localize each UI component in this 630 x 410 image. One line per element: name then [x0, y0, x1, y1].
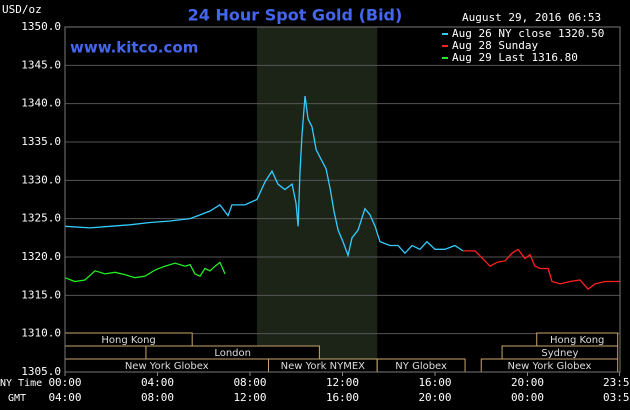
y-tick-label: 1315.0 — [21, 288, 61, 301]
y-tick-label: 1325.0 — [21, 212, 61, 225]
y-axis-label: USD/oz — [2, 3, 42, 16]
gmt-tick-label: 00:00 — [511, 391, 544, 404]
y-tick-label: 1310.0 — [21, 327, 61, 340]
watermark: www.kitco.com — [70, 39, 198, 57]
session-label: New York Globex — [508, 361, 592, 372]
highlight-band — [256, 27, 378, 372]
legend-label: Aug 26 NY close 1320.50 — [452, 27, 604, 40]
legend-label: Aug 29 Last 1316.80 — [452, 51, 578, 64]
gmt-tick-label: 03:59 — [603, 391, 630, 404]
x-tick-label: 08:00 — [233, 376, 266, 389]
chart-title: 24 Hour Spot Gold (Bid) — [188, 6, 403, 25]
y-tick-label: 1330.0 — [21, 173, 61, 186]
x-row-label: GMT — [8, 393, 26, 404]
x-tick-label: 12:00 — [326, 376, 359, 389]
y-tick-label: 1350.0 — [21, 20, 61, 33]
session-label: New York Globex — [125, 361, 209, 372]
plot-frame — [64, 26, 621, 373]
y-tick-label: 1320.0 — [21, 250, 61, 263]
x-tick-label: 04:00 — [141, 376, 174, 389]
session-label: New York NYMEX — [281, 361, 366, 372]
series-line — [64, 261, 226, 283]
y-tick-label: 1345.0 — [21, 58, 61, 71]
y-tick-label: 1335.0 — [21, 135, 61, 148]
gmt-tick-label: 04:00 — [48, 391, 81, 404]
gmt-tick-label: 08:00 — [141, 391, 174, 404]
x-tick-label: 00:00 — [48, 376, 81, 389]
gmt-tick-label: 12:00 — [233, 391, 266, 404]
y-tick-label: 1340.0 — [21, 97, 61, 110]
x-row-label: NY Time — [0, 378, 42, 389]
x-tick-label: 16:00 — [418, 376, 451, 389]
session-label: London — [214, 348, 251, 359]
session-label: Hong Kong — [550, 335, 604, 346]
timestamp: August 29, 2016 06:53 — [462, 11, 601, 24]
gmt-tick-label: 16:00 — [326, 391, 359, 404]
series-line — [64, 95, 464, 258]
session-label: Hong Kong — [101, 335, 155, 346]
legend-label: Aug 28 Sunday — [452, 39, 538, 52]
y-tick-label: 1305.0 — [21, 365, 61, 378]
series-line — [462, 248, 620, 291]
session-label: Sydney — [541, 348, 578, 359]
x-tick-label: 23:59 — [603, 376, 630, 389]
gmt-tick-label: 20:00 — [418, 391, 451, 404]
session-label: NY Globex — [395, 361, 447, 372]
x-tick-label: 20:00 — [511, 376, 544, 389]
